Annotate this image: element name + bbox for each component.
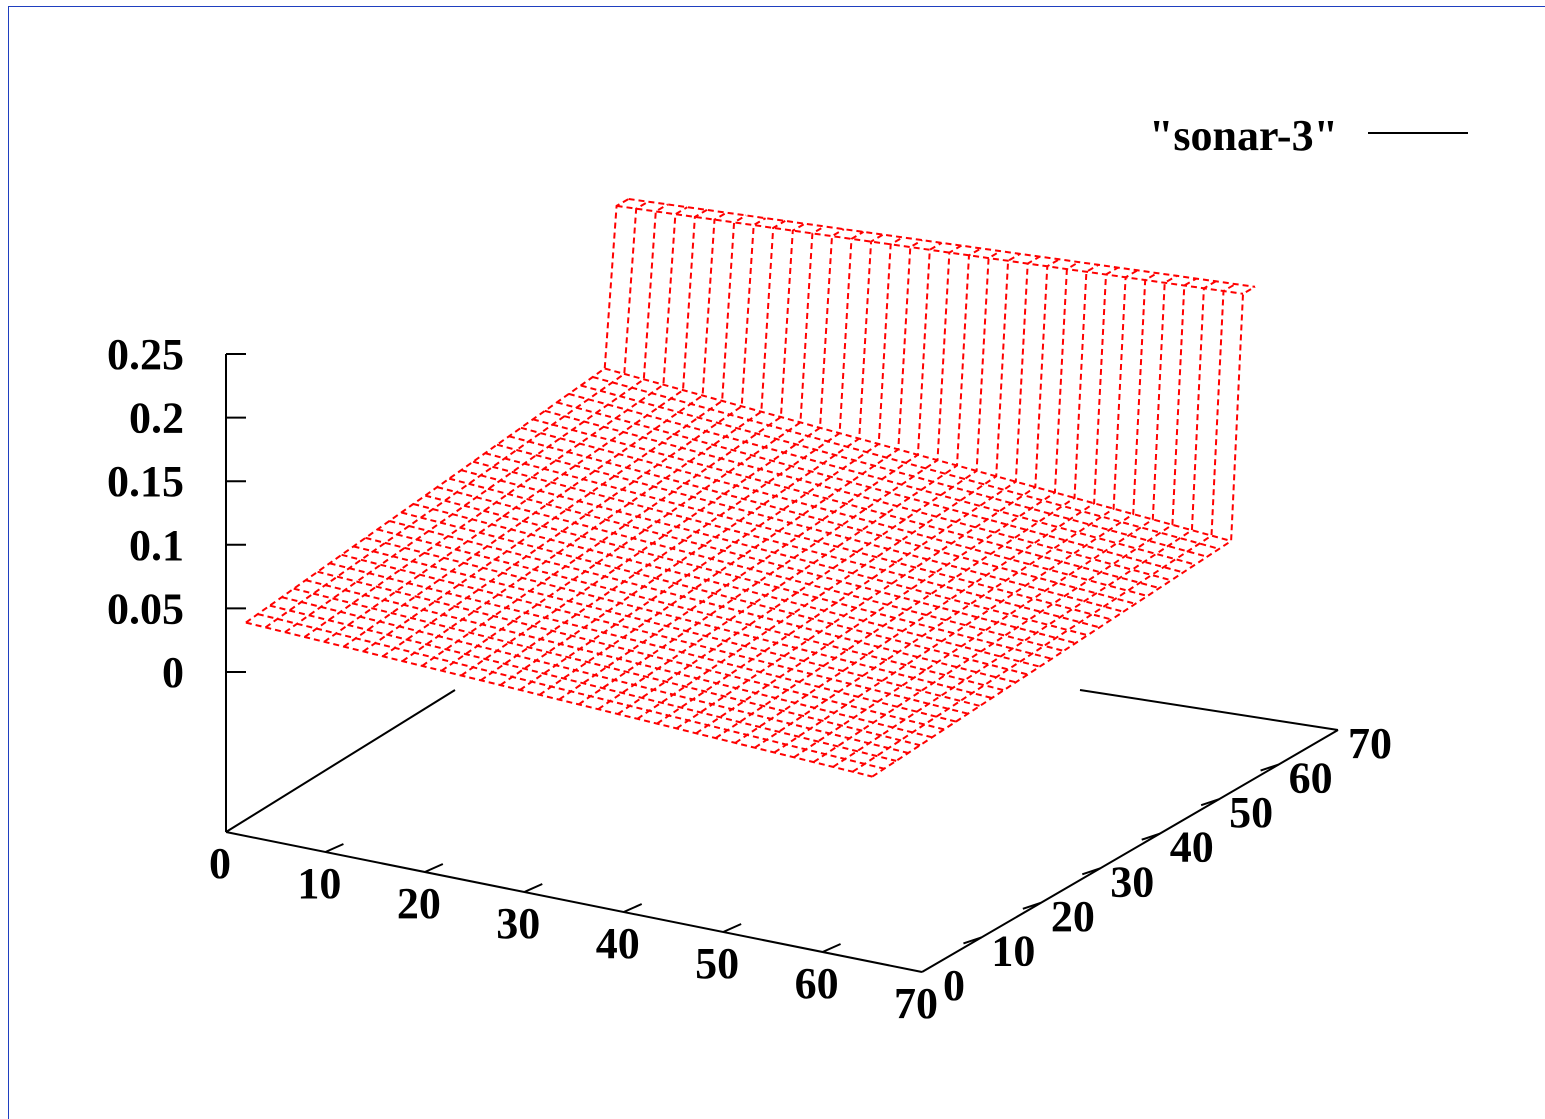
surface-line	[257, 613, 885, 770]
x-tick	[722, 923, 742, 933]
surface-line	[484, 452, 1112, 621]
y-tick-label: 0	[943, 961, 965, 1010]
surface-line	[508, 435, 1136, 605]
surface-line	[305, 579, 933, 739]
x-tick	[822, 943, 841, 953]
surface-line	[421, 222, 806, 667]
y-tick	[1141, 832, 1161, 841]
surface-line	[401, 511, 1029, 676]
surface-line	[520, 426, 1148, 597]
surface-line	[377, 528, 1005, 692]
surface-line	[245, 621, 873, 778]
surface-line	[496, 443, 1124, 613]
x-tick-label: 10	[297, 859, 341, 908]
surface-line	[556, 401, 1184, 574]
x-tick-label: 40	[596, 919, 640, 968]
surface-line	[353, 545, 981, 707]
surface-line	[793, 274, 1178, 759]
surface-line	[832, 280, 1217, 768]
x-tick-label: 50	[695, 939, 739, 988]
surface-line	[754, 269, 1139, 749]
z-tick-label: 0	[162, 648, 184, 697]
y-tick	[963, 936, 982, 945]
surface-line	[578, 244, 962, 706]
surface-line	[852, 283, 1236, 773]
surface-line	[436, 486, 1064, 652]
surface-line	[813, 277, 1197, 763]
surface-line	[871, 285, 1256, 778]
x-tick-label: 30	[496, 899, 540, 948]
x-tick	[424, 863, 444, 873]
back-x-axis-line	[1079, 689, 1339, 731]
surface-line	[580, 384, 1208, 558]
plot-frame	[8, 6, 1545, 1119]
y-tick-label: 40	[1170, 823, 1214, 872]
surface-line	[472, 460, 1100, 629]
y-tick	[1081, 867, 1101, 876]
x-tick	[623, 903, 643, 913]
legend: "sonar-3"	[1149, 111, 1468, 160]
surface-line	[558, 242, 943, 701]
y-tick-label: 50	[1229, 788, 1273, 837]
x-tick	[325, 843, 344, 853]
z-tick-label: 0.2	[129, 394, 184, 443]
y-tick-label: 30	[1110, 857, 1154, 906]
surface-line	[284, 203, 669, 634]
surface-mesh	[245, 198, 1256, 778]
surface-line	[568, 392, 1196, 566]
surface-line	[329, 562, 957, 723]
surface-line	[675, 258, 1060, 730]
surface-line	[519, 236, 904, 691]
surface-line	[460, 469, 1088, 637]
surface-line	[365, 536, 993, 699]
surface-line	[401, 220, 786, 662]
y-tick-label: 10	[991, 926, 1035, 975]
z-tick-label: 0.25	[107, 330, 184, 379]
axes	[225, 353, 1339, 973]
z-tick-label: 0.15	[107, 457, 184, 506]
surface-line	[592, 376, 1220, 550]
y-tick	[1022, 901, 1042, 910]
x-axis-line	[225, 831, 923, 973]
x-tick-label: 60	[795, 959, 839, 1008]
surface-line	[532, 418, 1160, 590]
surface-line	[281, 596, 909, 754]
legend-label: "sonar-3"	[1149, 111, 1338, 160]
surface-line	[269, 604, 897, 762]
x-tick-label: 0	[209, 839, 231, 888]
surface-line	[616, 204, 1244, 295]
x-tick-label: 70	[894, 979, 938, 1028]
z-tick-label: 0.05	[107, 584, 184, 633]
surface-line	[264, 200, 649, 629]
surface-line	[628, 198, 1256, 288]
y-tick-label: 20	[1051, 892, 1095, 941]
surface-line	[544, 409, 1172, 582]
surface-line	[413, 503, 1040, 668]
surface-line	[293, 587, 921, 747]
x-tick-label: 20	[397, 879, 441, 928]
surface-line	[317, 570, 945, 731]
surface-line	[448, 477, 1076, 645]
surface-line	[773, 272, 1158, 754]
surface-line	[389, 520, 1017, 684]
surface-line	[656, 255, 1041, 725]
surface-line	[604, 367, 1232, 542]
back-y-axis-line	[225, 689, 456, 833]
surface-line	[425, 494, 1052, 660]
y-axis-line	[921, 729, 1339, 973]
y-tick-label: 70	[1348, 719, 1392, 768]
x-tick	[523, 883, 543, 893]
tick-labels: 00.050.10.150.20.250 10 20 30 40 50 60 70 010203…	[107, 330, 1392, 1028]
surface-line	[538, 239, 923, 696]
y-tick	[1200, 798, 1220, 807]
y-tick	[1260, 763, 1279, 772]
z-tick-label: 0.1	[129, 521, 184, 570]
y-tick-label: 60	[1289, 754, 1333, 803]
surface-line	[341, 553, 969, 715]
